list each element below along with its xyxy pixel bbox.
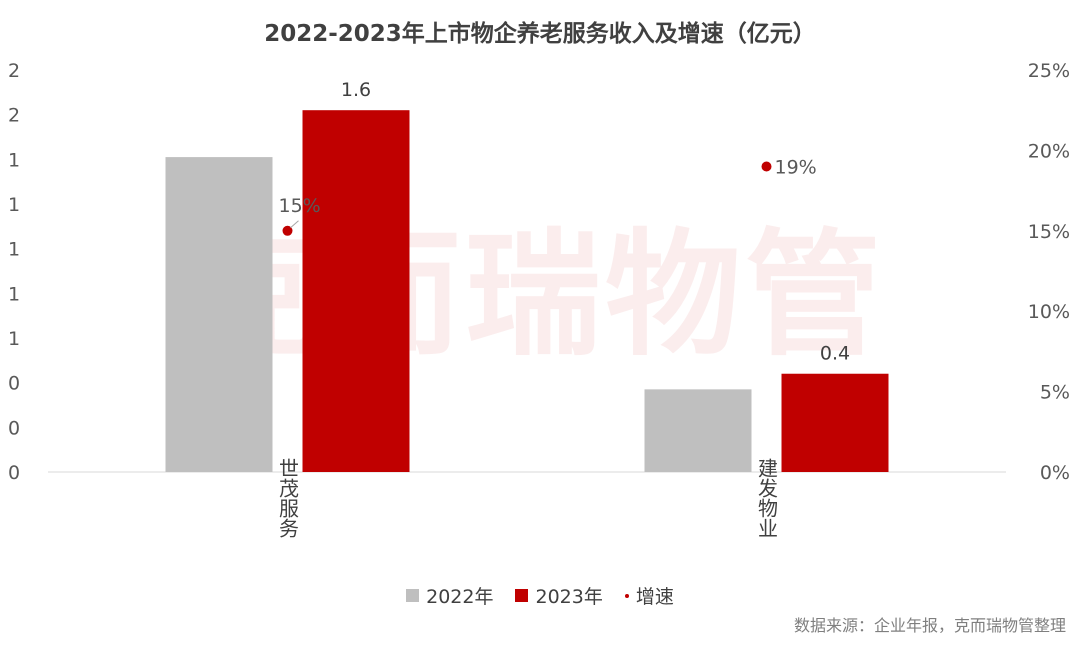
y-left-tick-label: 0 xyxy=(8,462,20,484)
y-right-tick-label: 0% xyxy=(1040,462,1070,484)
legend-label-2022: 2022年 xyxy=(426,586,494,608)
bar-2023 xyxy=(781,373,889,472)
growth-point xyxy=(761,161,772,172)
y-left-tick-label: 0 xyxy=(8,417,20,439)
y-left-tick-label: 1 xyxy=(8,283,20,305)
legend-swatch-2022 xyxy=(406,589,420,602)
category-label: 建发物业 xyxy=(755,458,779,538)
y-left-tick-label: 1 xyxy=(8,239,20,261)
legend-item-2022[interactable]: 2022年 xyxy=(406,582,493,609)
y-right-tick-label: 5% xyxy=(1040,382,1070,404)
data-label-2023: 1.6 xyxy=(341,79,371,101)
data-label-2023: 0.4 xyxy=(820,343,850,365)
bar-2022 xyxy=(165,157,273,472)
legend-label-growth: 增速 xyxy=(635,586,674,608)
source-note: 数据来源：企业年报，克而瑞物管整理 xyxy=(793,616,1066,635)
legend-item-2023[interactable]: 2023年 xyxy=(515,582,603,609)
bar-2023 xyxy=(302,110,410,472)
legend-label-2023: 2023年 xyxy=(535,586,603,608)
y-left-tick-label: 1 xyxy=(8,149,20,171)
legend-item-growth[interactable]: 增速 xyxy=(624,582,674,609)
chart-title: 2022-2023年上市物企养老服务收入及增速（亿元） xyxy=(264,21,816,47)
growth-point xyxy=(282,225,293,236)
legend-marker-growth xyxy=(624,593,629,598)
watermark: 克而瑞物管 xyxy=(185,217,885,375)
y-right-tick-label: 15% xyxy=(1028,221,1070,243)
leader-line xyxy=(290,220,299,229)
legend: 2022年 2023年 增速 xyxy=(0,582,1080,609)
growth-label: 19% xyxy=(775,156,817,178)
y-right-tick-label: 25% xyxy=(1028,60,1070,82)
y-left-tick-label: 1 xyxy=(8,328,20,350)
y-left-tick-label: 2 xyxy=(8,105,20,127)
y-right-tick-label: 20% xyxy=(1028,140,1070,162)
category-label: 世茂服务 xyxy=(276,458,300,538)
y-left-tick-label: 0 xyxy=(8,373,20,395)
legend-swatch-2023 xyxy=(515,589,529,602)
y-right-tick-label: 10% xyxy=(1028,301,1070,323)
y-left-tick-label: 1 xyxy=(8,194,20,216)
bar-2022 xyxy=(644,389,752,472)
y-left-tick-label: 2 xyxy=(8,60,20,82)
growth-label: 15% xyxy=(279,195,321,217)
